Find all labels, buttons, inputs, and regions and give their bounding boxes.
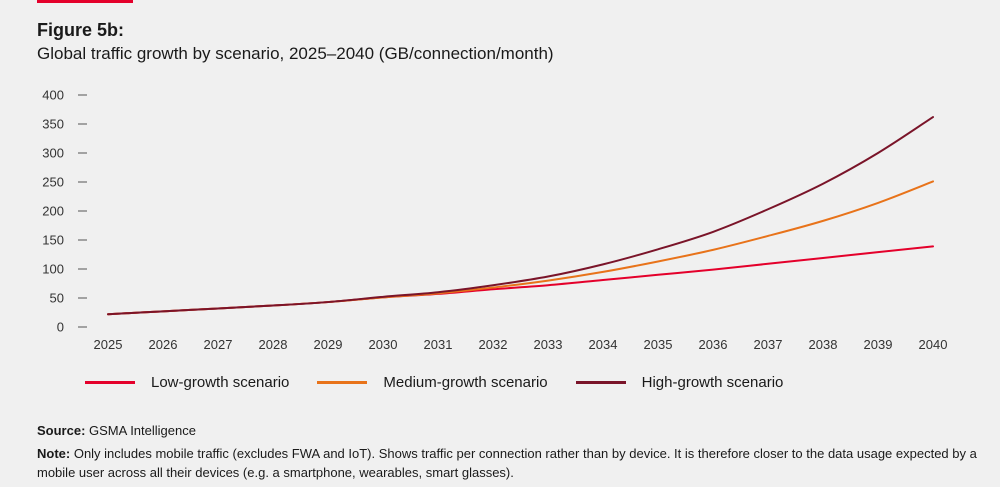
note-text: Only includes mobile traffic (excludes F…	[37, 446, 977, 480]
legend-label-low: Low-growth scenario	[151, 374, 290, 391]
y-tick-label: 0	[57, 320, 64, 335]
legend-label-high: High-growth scenario	[641, 374, 784, 391]
y-tick-label: 150	[42, 233, 64, 248]
note-line: Note: Only includes mobile traffic (excl…	[37, 444, 997, 482]
legend-swatch-low	[85, 381, 135, 384]
legend: Low-growth scenario Medium-growth scenar…	[85, 374, 811, 391]
y-axis: 0 50 100 150 200 250 300 350 400	[42, 88, 87, 335]
x-tick-label: 2028	[259, 337, 288, 352]
source-text: GSMA Intelligence	[85, 423, 196, 438]
x-tick-label: 2030	[369, 337, 398, 352]
x-tick-label: 2029	[314, 337, 343, 352]
legend-swatch-medium	[317, 381, 368, 384]
y-tick-label: 300	[42, 146, 64, 161]
y-tick-label: 100	[42, 262, 64, 277]
y-tick-label: 50	[50, 291, 64, 306]
x-tick-label: 2039	[864, 337, 893, 352]
x-tick-label: 2026	[149, 337, 178, 352]
figure-label: Figure 5b:	[37, 20, 125, 40]
y-tick-label: 250	[42, 175, 64, 190]
x-tick-label: 2036	[699, 337, 728, 352]
x-axis: 2025 2026 2027 2028 2029 2030 2031 2032 2033 2034…	[94, 337, 948, 352]
accent-bar	[37, 0, 133, 3]
series-line-high	[107, 116, 934, 316]
legend-item-low: Low-growth scenario	[85, 374, 289, 391]
x-tick-label: 2035	[644, 337, 673, 352]
x-tick-label: 2038	[809, 337, 838, 352]
x-tick-label: 2034	[589, 337, 618, 352]
x-tick-label: 2032	[479, 337, 508, 352]
series-lines	[107, 116, 934, 316]
legend-swatch-high	[575, 381, 626, 384]
x-tick-label: 2025	[94, 337, 123, 352]
chart-title: Global traffic growth by scenario, 2025–…	[37, 44, 554, 63]
x-tick-label: 2033	[534, 337, 563, 352]
legend-label-medium: Medium-growth scenario	[383, 374, 548, 391]
x-tick-label: 2040	[919, 337, 948, 352]
legend-item-medium: Medium-growth scenario	[317, 374, 548, 391]
source-label: Source:	[37, 423, 86, 438]
x-tick-label: 2037	[754, 337, 783, 352]
x-tick-label: 2031	[424, 337, 453, 352]
y-tick-label: 400	[42, 88, 64, 103]
series-line-medium	[107, 180, 934, 316]
y-tick-label: 350	[42, 117, 64, 132]
source-line: Source: GSMA Intelligence	[37, 423, 196, 438]
x-tick-label: 2027	[204, 337, 233, 352]
note-label: Note:	[37, 446, 71, 461]
legend-item-high: High-growth scenario	[575, 374, 784, 391]
y-tick-label: 200	[42, 204, 64, 219]
